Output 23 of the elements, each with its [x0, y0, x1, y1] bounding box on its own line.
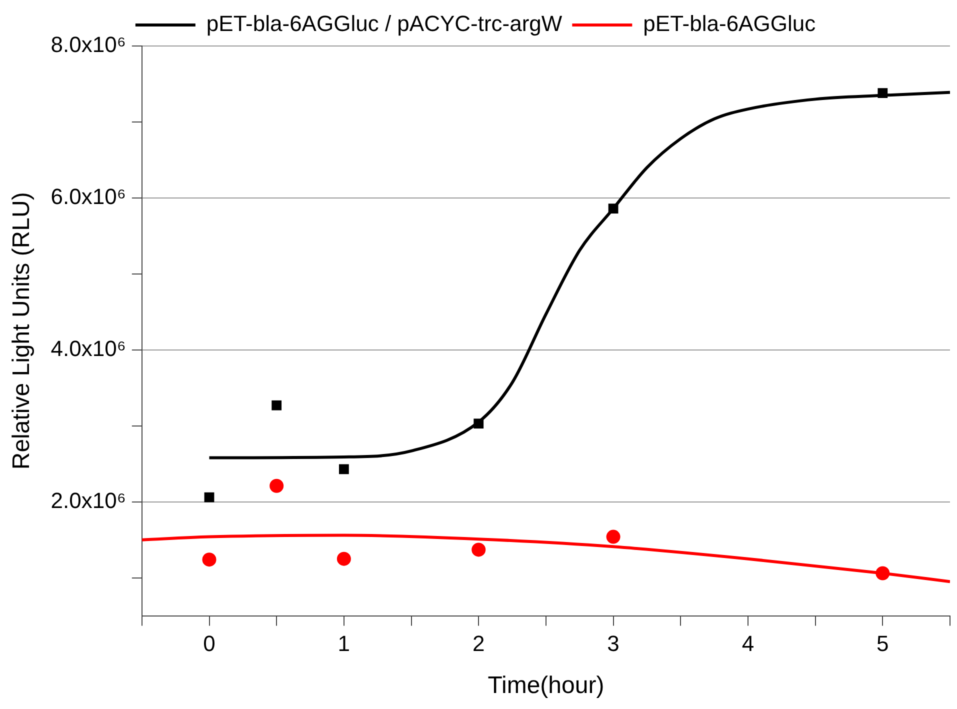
legend-label: pET-bla-6AGGluc / pACYC-trc-argW [206, 11, 562, 36]
point [336, 552, 351, 566]
line-series [142, 534, 950, 584]
y-tick-label: 6.0x10⁶ [50, 184, 126, 210]
point [202, 552, 216, 567]
x-tick-label: 4 [742, 631, 754, 656]
x-tick-label: 5 [876, 631, 889, 656]
y-tick-label: 8.0x10⁶ [50, 32, 126, 58]
point [606, 530, 620, 544]
x-axis-title: Time(hour) [488, 672, 604, 700]
y-tick-label: 4.0x10⁶ [50, 336, 126, 361]
y-axis-title: Relative Light Units (RLU) [8, 192, 36, 470]
point [272, 400, 282, 410]
point [270, 478, 284, 493]
legend-label: pET-bla-6AGGluc [643, 11, 816, 36]
point [338, 464, 349, 474]
point [472, 542, 486, 557]
x-tick-label: 1 [338, 631, 350, 656]
point [204, 492, 214, 502]
x-tick-label: 3 [607, 631, 620, 656]
y-tick-label: 2.0x10⁶ [50, 488, 126, 513]
x-tick-label: 0 [203, 631, 216, 656]
x-tick-label: 2 [472, 631, 485, 656]
